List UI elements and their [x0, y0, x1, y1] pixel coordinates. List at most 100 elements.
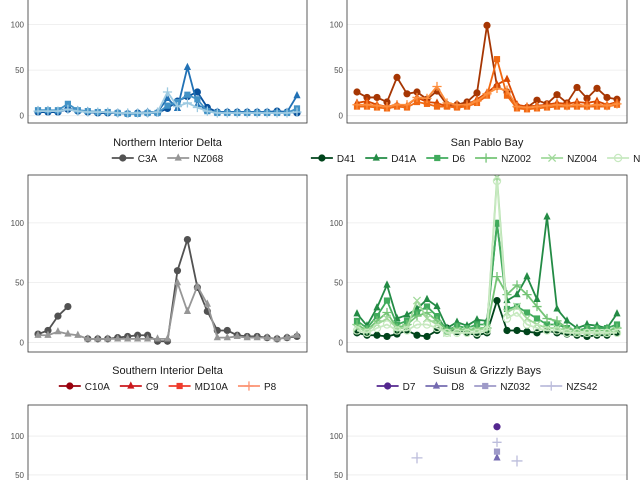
panel-title: Northern Interior Delta — [113, 137, 223, 149]
data-point — [363, 331, 371, 339]
data-point — [592, 100, 602, 110]
panel-border — [346, 0, 628, 124]
data-point — [582, 101, 592, 111]
data-point — [43, 106, 53, 116]
data-point — [193, 281, 201, 289]
data-point — [422, 320, 432, 329]
data-point — [64, 302, 72, 311]
data-point — [493, 423, 501, 431]
data-point — [412, 320, 422, 329]
data-point — [164, 102, 171, 109]
y-tick-label: 100 — [330, 20, 344, 29]
legend-label: NZ325 — [633, 154, 640, 165]
data-point — [372, 101, 382, 111]
data-point — [143, 334, 152, 342]
data-point — [103, 107, 113, 117]
data-point — [572, 328, 582, 338]
data-point — [542, 101, 552, 111]
data-point — [593, 84, 601, 92]
panel-title: Southern Interior Delta — [112, 365, 224, 377]
data-point — [532, 101, 542, 112]
data-point — [523, 272, 531, 280]
legend-item-nz068: NZ068 — [167, 153, 224, 165]
y-tick-label: 0 — [339, 338, 344, 347]
data-point — [412, 296, 422, 305]
series-c3a — [34, 235, 301, 345]
data-point — [124, 334, 132, 342]
data-point — [592, 328, 602, 338]
data-point — [273, 334, 281, 342]
data-point — [502, 314, 512, 323]
series-nzs42 — [492, 437, 502, 447]
data-point — [243, 333, 251, 341]
data-point — [382, 314, 392, 323]
data-point — [402, 326, 412, 335]
data-point — [503, 326, 511, 335]
data-point — [93, 107, 103, 117]
data-point — [172, 101, 183, 112]
data-point — [162, 87, 173, 97]
data-point — [523, 309, 531, 316]
legend-key-marker — [384, 382, 392, 390]
data-point — [613, 309, 621, 317]
legend-key-marker — [244, 381, 254, 391]
panel-border — [27, 174, 308, 353]
data-point — [433, 301, 441, 310]
data-point — [433, 313, 441, 320]
data-point — [483, 21, 491, 29]
panel-border — [27, 0, 308, 124]
legend-key-marker — [119, 154, 127, 162]
data-point — [433, 103, 441, 110]
data-point — [44, 330, 52, 338]
data-point — [511, 455, 523, 467]
data-point — [552, 316, 562, 326]
data-point — [363, 96, 371, 104]
legend-item-d41: D41 — [310, 154, 356, 165]
data-point — [352, 100, 362, 110]
y-tick-label: 100 — [11, 432, 25, 441]
data-point — [572, 100, 582, 110]
panel-title: Suisun & Grizzly Bays — [433, 365, 542, 377]
legend-item-d41a: D41A — [365, 153, 417, 165]
legend-item-nz325: NZ325 — [607, 153, 640, 165]
y-tick-label: 0 — [20, 112, 25, 121]
data-point — [353, 309, 361, 317]
legend-label: D7 — [403, 382, 416, 393]
series-nz004 — [352, 175, 622, 337]
data-point — [182, 98, 193, 108]
panel-title: San Pablo Bay — [451, 137, 524, 149]
data-point — [423, 303, 431, 310]
data-point — [542, 313, 552, 324]
data-point — [513, 326, 521, 335]
data-point — [413, 331, 421, 339]
series-line — [356, 180, 617, 334]
legend-item-d8: D8 — [425, 381, 465, 393]
data-point — [432, 81, 442, 92]
y-tick-label: 50 — [15, 279, 24, 288]
legend-item-d7: D7 — [376, 382, 416, 393]
data-point — [602, 328, 612, 338]
legend-label: D41 — [337, 154, 356, 165]
data-point — [512, 308, 522, 317]
data-point — [553, 91, 561, 99]
panel-3: 0 50 100 Northern Interior Delta C3A NZ068 — [11, 137, 308, 353]
data-point — [183, 306, 192, 314]
legend-item-d6: D6 — [426, 154, 465, 165]
data-point — [64, 100, 71, 107]
data-point — [283, 333, 291, 341]
data-point — [352, 326, 362, 335]
legend-key-marker — [546, 381, 556, 391]
panel-border — [346, 404, 628, 480]
data-point — [392, 326, 402, 335]
data-point — [552, 100, 562, 110]
data-point — [183, 235, 192, 244]
data-point — [114, 334, 122, 342]
data-point — [223, 326, 231, 335]
panel-border — [346, 174, 628, 353]
data-point — [383, 297, 391, 304]
data-point — [493, 219, 501, 226]
data-point — [422, 93, 432, 103]
data-point — [362, 328, 372, 338]
y-tick-label: 50 — [334, 471, 343, 480]
legend-label: MD10A — [195, 382, 229, 393]
